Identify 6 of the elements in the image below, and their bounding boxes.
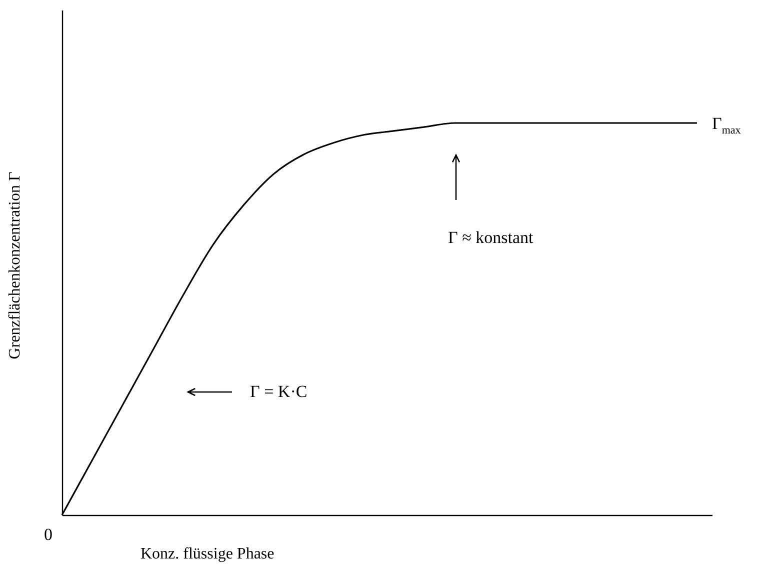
- text: 0: [44, 525, 52, 544]
- annotation: Γ ≈ konstant: [448, 228, 534, 247]
- y-axis-title: Grenzflächenkonzentration Γ: [6, 172, 24, 360]
- annotation: Γ$_{max}$: [712, 114, 741, 136]
- annotation: Γ = K·C: [250, 382, 308, 401]
- x-axis-title: Konz. flüssige Phase: [140, 546, 274, 562]
